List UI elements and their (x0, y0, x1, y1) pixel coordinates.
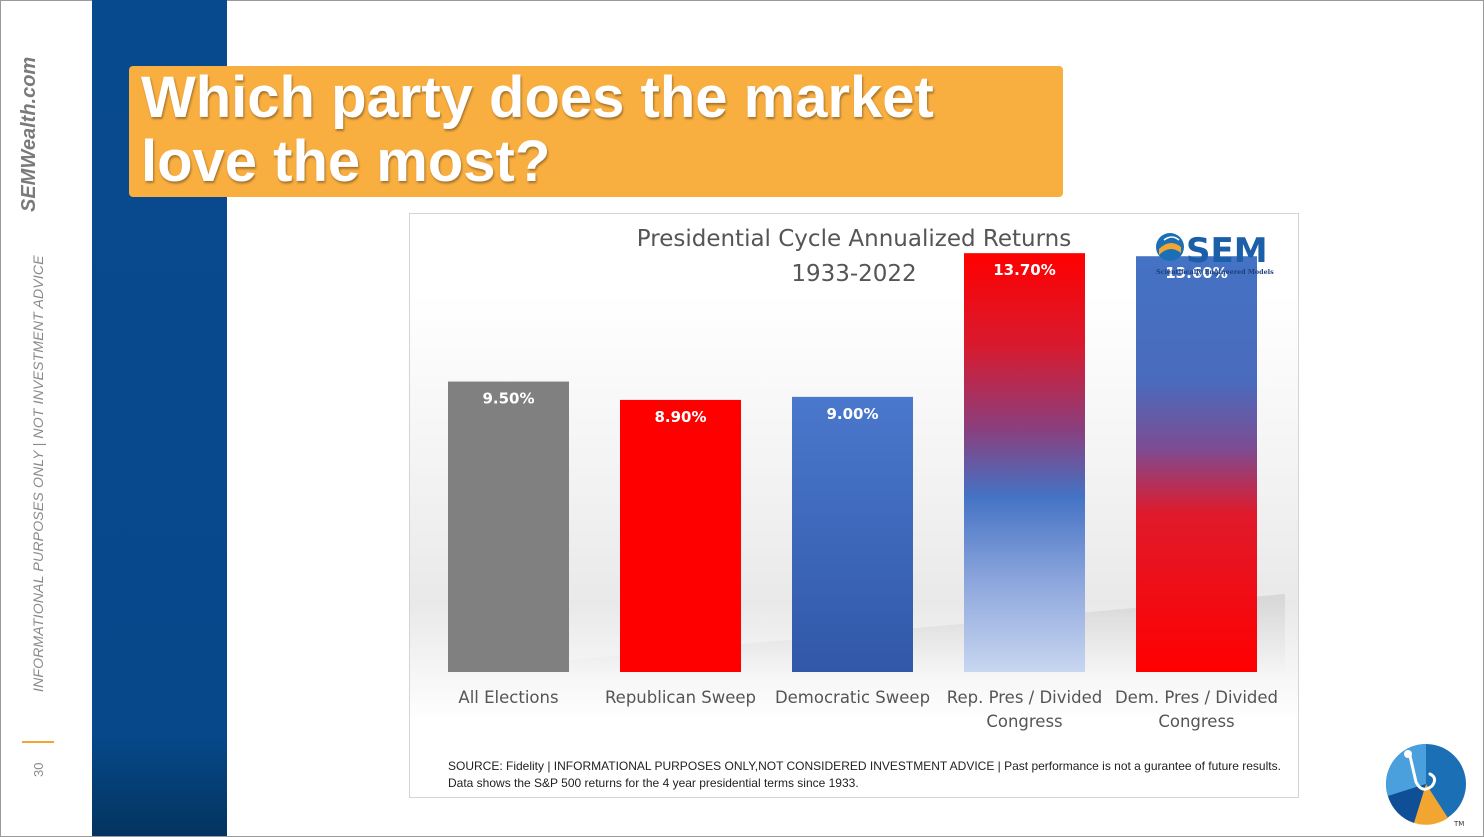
title-banner (129, 66, 1063, 197)
sem-logo-tagline: Scientifically Engineered Models (1156, 268, 1274, 276)
bar-3 (964, 253, 1085, 672)
chart-title-line-1: Presidential Cycle Annualized Returns (636, 226, 1072, 252)
brand-text: SEMWealth.com (18, 56, 40, 212)
slide-title: Which party does the market love the mos… (141, 66, 1041, 194)
bar-value-label-2: 9.00% (826, 405, 878, 423)
page-number: 30 (31, 762, 46, 777)
category-label-1-0: Republican Sweep (605, 688, 756, 707)
sem-logo-text: SEM (1186, 231, 1268, 271)
sem-logo: SEM Scientifically Engineered Models (1156, 231, 1274, 276)
bar-2 (792, 396, 913, 672)
category-label-3-1: Congress (986, 712, 1062, 731)
category-label-4-1: Congress (1158, 712, 1234, 731)
bar-chart: 9.50% All Elections 8.90% Republican Sweep 9… (410, 253, 1298, 731)
trademark-mark: TM (1453, 820, 1464, 828)
bar-4 (1136, 256, 1257, 672)
chart-source-note: SOURCE: Fidelity | INFORMATIONAL PURPOSE… (448, 759, 1281, 790)
category-label-0-0: All Elections (458, 688, 558, 707)
chart-panel: 9.50% All Elections 8.90% Republican Sweep 9… (409, 213, 1299, 798)
sidebar-disclaimer: INFORMATIONAL PURPOSES ONLY | NOT INVEST… (30, 255, 46, 692)
bar-value-label-3: 13.70% (993, 261, 1055, 279)
category-label-2-0: Democratic Sweep (775, 688, 930, 707)
slide-title-line-1: Which party does the market (141, 65, 934, 130)
bar-0 (448, 381, 569, 672)
category-label-3-0: Rep. Pres / Divided (947, 688, 1102, 707)
page-divider (22, 741, 54, 743)
chart-title-line-2: 1933-2022 (791, 261, 917, 287)
bar-value-label-1: 8.90% (654, 408, 706, 426)
slide-title-line-2: love the most? (141, 129, 551, 194)
bar-value-label-4: 13.60% (1165, 264, 1227, 282)
category-label-4-0: Dem. Pres / Divided (1115, 688, 1278, 707)
bar-1 (620, 399, 741, 672)
sem-corner-logo: TM (1386, 744, 1466, 828)
bar-value-label-0: 9.50% (482, 390, 534, 408)
